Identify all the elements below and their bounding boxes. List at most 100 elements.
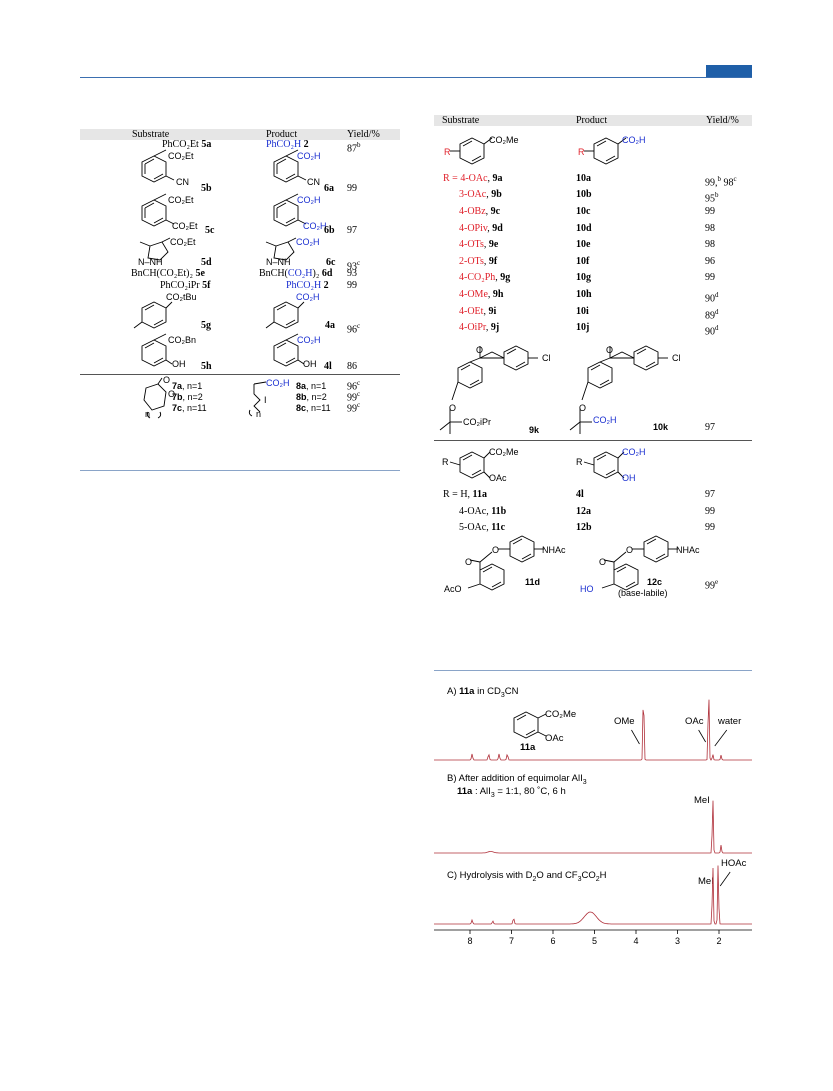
left-table-rule xyxy=(80,374,400,375)
6a-group: CO₂H xyxy=(297,151,321,161)
row-9b-substrate: 3-OAc, 9b xyxy=(459,189,502,200)
6c-group: CO₂H xyxy=(296,237,320,247)
header-yield: Yield/% xyxy=(347,129,380,140)
struct-12-generic xyxy=(583,451,625,479)
5d-ring: N–NH xyxy=(138,257,163,267)
panel-c-title: C) Hydrolysis with D2O and CF3CO2H xyxy=(447,870,607,883)
panel-a-struct-oac: OAc xyxy=(545,733,564,744)
struct-4a xyxy=(265,301,305,329)
header-box xyxy=(706,65,752,77)
struct-5h xyxy=(141,333,173,367)
trace-c xyxy=(434,865,752,925)
peak-label-ome: OMe xyxy=(614,716,635,727)
struct-5b xyxy=(141,149,175,183)
ppm-tick-label: 6 xyxy=(550,936,555,946)
row-5e-product: BnCH(CO₂H)₂ 6d xyxy=(259,268,333,279)
row-11b-substrate: 4-OAc, 11b xyxy=(459,506,507,517)
iodoacid-iodo: I xyxy=(264,395,267,405)
5h-sub: OH xyxy=(172,359,186,369)
row-9h-product: 10h xyxy=(576,289,592,300)
row-9d-yield: 98 xyxy=(705,223,715,234)
row-5a-product: PhCO₂H 2 xyxy=(266,139,309,150)
nmr-spectra-plot: 8 7 6 5 4 3 2 xyxy=(434,699,752,946)
scheme2-r-prod: R xyxy=(576,457,583,467)
scheme1-prod-group: CO₂H xyxy=(622,135,646,145)
struct-5c xyxy=(141,193,175,227)
row-9b-product: 10b xyxy=(576,189,592,200)
row-9e-yield: 98 xyxy=(705,239,715,250)
lactone-7c: 7c, n=11 xyxy=(172,403,207,413)
row-9j-yield: 90d xyxy=(705,324,719,338)
row-5h-yield: 86 xyxy=(347,361,357,372)
12c-oh: HO xyxy=(580,584,594,594)
row-9i-substrate: 4-OEt, 9i xyxy=(459,306,497,317)
11d-nhac: NHAc xyxy=(542,545,566,555)
row-5f-substrate: PhCO₂iPr 5f xyxy=(160,280,211,291)
5h-id: 5h xyxy=(201,361,212,372)
row-11d-yield: 99e xyxy=(705,578,719,592)
row-5e-substrate: BnCH(CO₂Et)₂ 5e xyxy=(131,268,205,279)
row-11b-yield: 99 xyxy=(705,506,715,517)
row-5e-yield: 93 xyxy=(347,268,357,279)
10k-id: 10k xyxy=(653,422,669,432)
yield-8c: 99c xyxy=(347,401,361,415)
scheme1-sub-group: CO₂Me xyxy=(489,135,519,145)
row-9g-yield: 99 xyxy=(705,272,715,283)
6c-ring: N–NH xyxy=(266,257,291,267)
struct-4l xyxy=(273,333,305,367)
10k-group: CO₂H xyxy=(593,415,617,425)
ppm-tick-label: 5 xyxy=(592,936,597,946)
5b-id: 5b xyxy=(201,183,212,194)
ppm-tick-label: 4 xyxy=(633,936,638,946)
row-9c-product: 10c xyxy=(576,206,591,217)
row-9b-yield: 95b xyxy=(705,191,719,205)
right-table-header: Substrate Product Yield/% xyxy=(434,115,752,126)
6b-sub: CO₂H xyxy=(303,221,327,231)
11d-carbonyl-o: O xyxy=(465,557,473,567)
struct-11-generic xyxy=(449,451,491,479)
5c-group: CO₂Et xyxy=(168,195,194,205)
row-9a-product: 10a xyxy=(576,173,591,184)
struct-6a xyxy=(273,149,307,183)
12c-carbonyl-o: O xyxy=(599,557,607,567)
10k-ether-o: O xyxy=(579,403,587,413)
11d-id: 11d xyxy=(525,577,541,587)
row-5f-product: PhCO₂H 2 xyxy=(286,280,329,291)
row-9i-product: 10i xyxy=(576,306,589,317)
6c-id: 6c xyxy=(326,257,336,268)
row-9c-substrate: 4-OBz, 9c xyxy=(459,206,501,217)
scheme1-r-sub: R xyxy=(444,147,451,157)
11d-o: O xyxy=(492,545,500,555)
row-9f-substrate: 2-OTs, 9f xyxy=(459,256,498,267)
panel-a-struct-group: CO₂Me xyxy=(545,709,577,720)
struct-10k xyxy=(569,345,668,434)
row-9j-substrate: 4-OiPr, 9j xyxy=(459,322,500,333)
row-9g-substrate: 4-CO₂Ph, 9g xyxy=(459,272,511,283)
row-5g-yield: 96c xyxy=(347,322,361,336)
struct-10-generic xyxy=(584,137,627,165)
row-9a-yield: 99,b 98c xyxy=(705,175,737,189)
lactone-7a: 7a, n=1 xyxy=(172,381,203,391)
row-11c-product: 12b xyxy=(576,522,592,533)
panel-b-title: B) After addition of equimolar AlI3 xyxy=(447,773,587,786)
5d-id: 5d xyxy=(201,257,212,268)
11d-oac: AcO xyxy=(444,584,462,594)
arrow-oac xyxy=(698,729,706,743)
row-9h-substrate: 4-OMe, 9h xyxy=(459,289,504,300)
row-9f-product: 10f xyxy=(576,256,590,267)
peak-label-water: water xyxy=(718,716,742,727)
4l-id: 4l xyxy=(324,361,332,372)
12c-o: O xyxy=(626,545,634,555)
right-table-rule xyxy=(434,440,752,441)
9k-id: 9k xyxy=(529,425,540,435)
figure-rule xyxy=(434,670,752,671)
4a-id: 4a xyxy=(325,320,335,331)
panel-a-structure xyxy=(513,711,547,739)
row-9f-yield: 96 xyxy=(705,256,715,267)
5c-id: 5c xyxy=(205,225,215,236)
row-5c-yield: 97 xyxy=(347,225,357,236)
peak-label-mei-b: MeI xyxy=(694,795,710,806)
struct-6b xyxy=(273,193,307,227)
row-9a-substrate: R = 4-OAc, 9a xyxy=(443,173,503,184)
6b-group: CO₂H xyxy=(297,195,321,205)
